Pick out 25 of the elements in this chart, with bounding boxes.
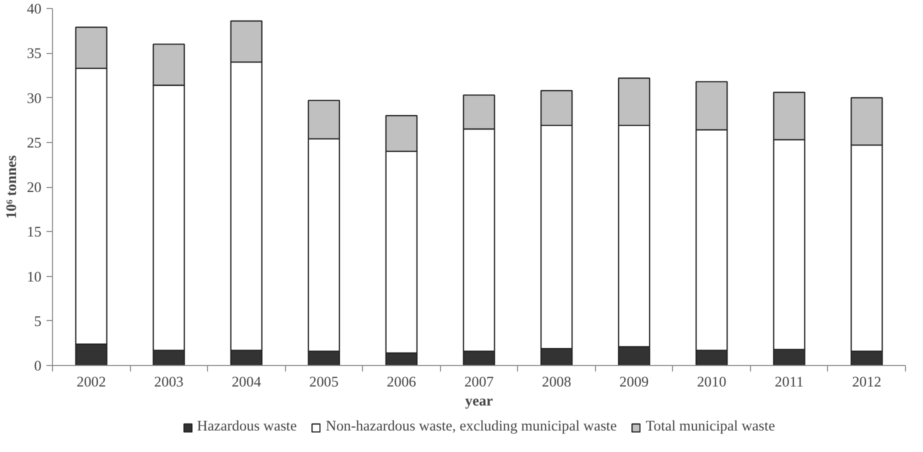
y-tick-label: 20 xyxy=(26,180,42,196)
y-tick-label: 40 xyxy=(26,2,42,18)
y-tick-label: 30 xyxy=(26,90,42,107)
x-tick-label: 2012 xyxy=(852,374,882,390)
legend-label: Non-hazardous waste, excluding municipal waste xyxy=(326,418,617,436)
x-tick-label: 2008 xyxy=(542,374,572,390)
x-tick-label: 2005 xyxy=(309,374,339,390)
x-tick-label: 2006 xyxy=(386,374,416,390)
x-tick-label: 2007 xyxy=(464,374,494,390)
y-tick-label: 5 xyxy=(34,314,42,330)
y-tick-label: 25 xyxy=(26,135,42,152)
y-axis-title: 10⁶ tonnes xyxy=(4,154,20,219)
y-tick-label: 35 xyxy=(26,46,42,62)
x-tick-label: 2011 xyxy=(774,374,804,390)
x-tick-label: 2004 xyxy=(232,374,262,390)
y-tick-label: 10 xyxy=(26,269,42,286)
y-tick-label: 15 xyxy=(26,224,42,241)
x-tick-label: 2010 xyxy=(696,374,726,390)
y-tick-label: 0 xyxy=(34,358,42,374)
x-tick-label: 2009 xyxy=(619,374,649,390)
legend-label: Hazardous waste xyxy=(197,418,297,436)
x-axis-title: year xyxy=(465,394,494,410)
x-tick-label: 2002 xyxy=(76,374,106,390)
x-tick-label: 2003 xyxy=(154,374,184,390)
legend-label: Total municipal waste xyxy=(646,418,775,436)
